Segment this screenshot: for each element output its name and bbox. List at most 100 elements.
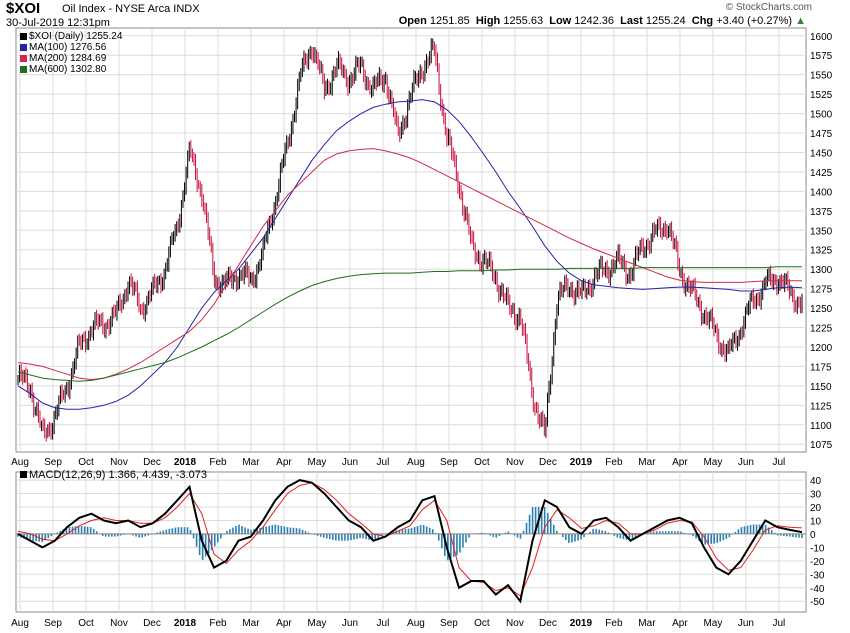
y-tick-label: 1125 — [810, 401, 832, 412]
y-tick-label: 1475 — [810, 129, 833, 140]
macd-x-tick-label: Mar — [638, 618, 656, 629]
macd-x-tick-label: May — [703, 618, 722, 629]
macd-x-tick-label: Jun — [738, 618, 754, 629]
legend-ma600: MA(600) 1302.80 — [20, 64, 106, 75]
x-tick-label: Nov — [506, 457, 524, 468]
x-tick-label: Apr — [276, 457, 292, 468]
high-value: 1255.63 — [503, 15, 544, 27]
macd-x-tick-label: Dec — [539, 618, 557, 629]
macd-x-tick-label: Oct — [78, 618, 94, 629]
x-tick-label: Feb — [209, 457, 227, 468]
symbol: $XOI — [6, 0, 41, 17]
chg-value: +3.40 (+0.27%) — [716, 15, 793, 27]
macd-y-tick-label: 20 — [810, 503, 822, 514]
ma200-line — [17, 148, 802, 381]
y-tick-label: 1550 — [810, 71, 833, 82]
legend-ma100: MA(100) 1276.56 — [20, 42, 106, 53]
x-tick-label: Jul — [773, 457, 786, 468]
macd-y-tick-label: -10 — [810, 543, 825, 554]
quote-bar: Open 1251.85 High 1255.63 Low 1242.36 La… — [399, 15, 806, 27]
main-panel: 1075 1100 1125 1150 1175 1200 1225 1250 1275 1300… — [15, 27, 833, 453]
chart-date: 30-Jul-2019 12:31pm — [6, 17, 110, 29]
x-tick-label: Dec — [539, 457, 557, 468]
y-tick-label: 1100 — [810, 421, 832, 432]
legend-price: $XOI (Daily) 1255.24 — [20, 31, 122, 42]
y-tick-label: 1225 — [810, 324, 833, 335]
ma200-swatch — [20, 54, 27, 62]
macd-x-tick-label: Nov — [110, 618, 128, 629]
y-tick-label: 1525 — [810, 90, 833, 101]
y-tick-label: 1400 — [810, 187, 833, 198]
macd-x-tick-label: May — [308, 618, 327, 629]
x-tick-label: Feb — [605, 457, 623, 468]
legend-ma600-text: MA(600) 1302.80 — [29, 64, 107, 75]
x-tick-label: Mar — [638, 457, 656, 468]
macd-y-tick-label: -50 — [810, 597, 825, 608]
macd-frame — [15, 471, 807, 613]
macd-x-tick-label: Feb — [605, 618, 623, 629]
macd-x-tick-label: 2018 — [174, 618, 197, 629]
x-tick-label: 2019 — [570, 457, 593, 468]
macd-y-tick-label: -20 — [810, 557, 825, 568]
macd-y-tick-label: 30 — [810, 490, 822, 501]
chg-label: Chg — [691, 15, 714, 27]
y-tick-label: 1075 — [810, 440, 833, 451]
macd-y-tick-label: -40 — [810, 584, 825, 595]
x-tick-label: Jun — [342, 457, 358, 468]
macd-x-tick-label: Aug — [407, 618, 425, 629]
x-axis: Aug Aug Sep Sep Oct Oct Nov Nov Dec Dec 2018 2018 Fe… — [11, 457, 785, 629]
y-tick-label: 1275 — [810, 285, 833, 296]
y-tick-label: 1200 — [810, 343, 833, 354]
macd-x-tick-label: Nov — [506, 618, 524, 629]
x-tick-label: Dec — [143, 457, 161, 468]
x-tick-label: Aug — [11, 457, 29, 468]
signal-line — [17, 482, 803, 597]
ma100-swatch — [20, 43, 27, 51]
x-tick-label: Jul — [377, 457, 390, 468]
macd-x-tick-label: 2019 — [570, 618, 593, 629]
price-swatch — [20, 32, 27, 40]
y-tick-label: 1250 — [810, 304, 833, 315]
last-label: Last — [620, 15, 643, 27]
x-tick-label: May — [703, 457, 722, 468]
macd-legend-text: MACD(12,26,9) 1.366, 4.439, -3.073 — [29, 469, 207, 481]
macd-y-tick-label: 40 — [810, 476, 822, 487]
open-label: Open — [398, 15, 427, 27]
y-tick-label: 1350 — [810, 226, 833, 237]
macd-y-tick-label: 0 — [810, 530, 816, 541]
macd-x-tick-label: Oct — [474, 618, 490, 629]
x-tick-label: Mar — [242, 457, 260, 468]
ma100-line — [17, 99, 803, 410]
macd-x-tick-label: Sep — [44, 618, 62, 629]
ma600-swatch — [20, 65, 27, 73]
y-tick-label: 1150 — [810, 382, 832, 393]
x-tick-label: Apr — [672, 457, 688, 468]
macd-x-tick-label: Sep — [440, 618, 458, 629]
x-tick-label: Jun — [738, 457, 754, 468]
x-tick-label: 2018 — [174, 457, 197, 468]
legend-ma100-text: MA(100) 1276.56 — [29, 42, 107, 53]
macd-x-tick-label: Apr — [276, 618, 292, 629]
low-label: Low — [549, 15, 572, 27]
macd-x-tick-label: Jun — [342, 618, 358, 629]
open-value: 1251.85 — [429, 15, 470, 27]
y-tick-label: 1175 — [810, 362, 832, 373]
main-frame — [15, 27, 807, 453]
y-tick-label: 1300 — [810, 265, 833, 276]
x-tick-label: Oct — [474, 457, 490, 468]
legend-ma200-text: MA(200) 1284.69 — [29, 53, 107, 64]
copyright: © StockCharts.com — [725, 2, 812, 13]
macd-y-tick-label: -30 — [810, 570, 825, 581]
x-tick-label: Nov — [110, 457, 128, 468]
macd-x-tick-label: Feb — [209, 618, 227, 629]
y-tick-label: 1375 — [810, 207, 833, 218]
y-tick-label: 1425 — [810, 168, 833, 179]
x-tick-label: Sep — [44, 457, 62, 468]
macd-x-tick-label: Dec — [143, 618, 161, 629]
high-label: High — [475, 15, 501, 27]
x-tick-label: May — [308, 457, 327, 468]
legend-ma200: MA(200) 1284.69 — [20, 53, 106, 64]
x-tick-label: Oct — [78, 457, 94, 468]
low-value: 1242.36 — [574, 15, 615, 27]
macd-legend: MACD(12,26,9) 1.366, 4.439, -3.073 — [20, 469, 207, 481]
